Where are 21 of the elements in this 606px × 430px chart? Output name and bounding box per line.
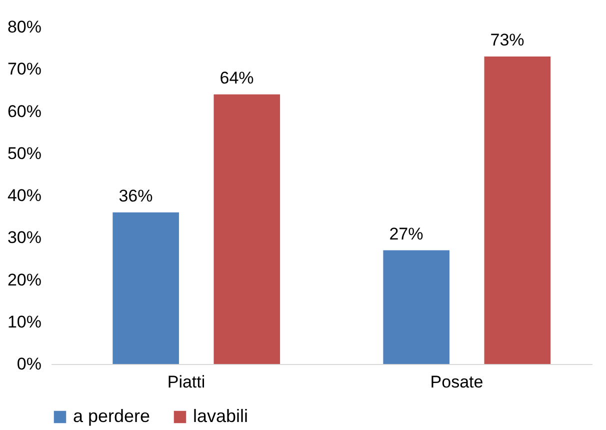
bar [383, 250, 450, 364]
y-tick-label: 30% [7, 228, 42, 248]
y-tick-label: 60% [7, 102, 42, 121]
y-tick-label: 40% [7, 186, 42, 205]
data-label: 64% [220, 68, 254, 88]
data-label: 27% [389, 224, 424, 244]
legend-label: lavabili [193, 406, 248, 426]
y-tick-label: 80% [7, 18, 42, 36]
y-tick-label: 70% [7, 60, 42, 79]
legend-label: a perdere [73, 406, 150, 426]
bar [112, 212, 179, 364]
data-label: 73% [490, 30, 524, 50]
data-label: 36% [118, 186, 153, 206]
x-tick-label: Posate [430, 372, 484, 392]
bar [214, 94, 280, 364]
bar [484, 56, 551, 364]
x-tick-label: Piatti [167, 372, 206, 392]
y-tick-label: 10% [7, 312, 42, 332]
y-tick-label: 20% [7, 270, 42, 290]
y-tick-label: 50% [7, 144, 42, 163]
y-tick-label: 0% [16, 354, 42, 374]
